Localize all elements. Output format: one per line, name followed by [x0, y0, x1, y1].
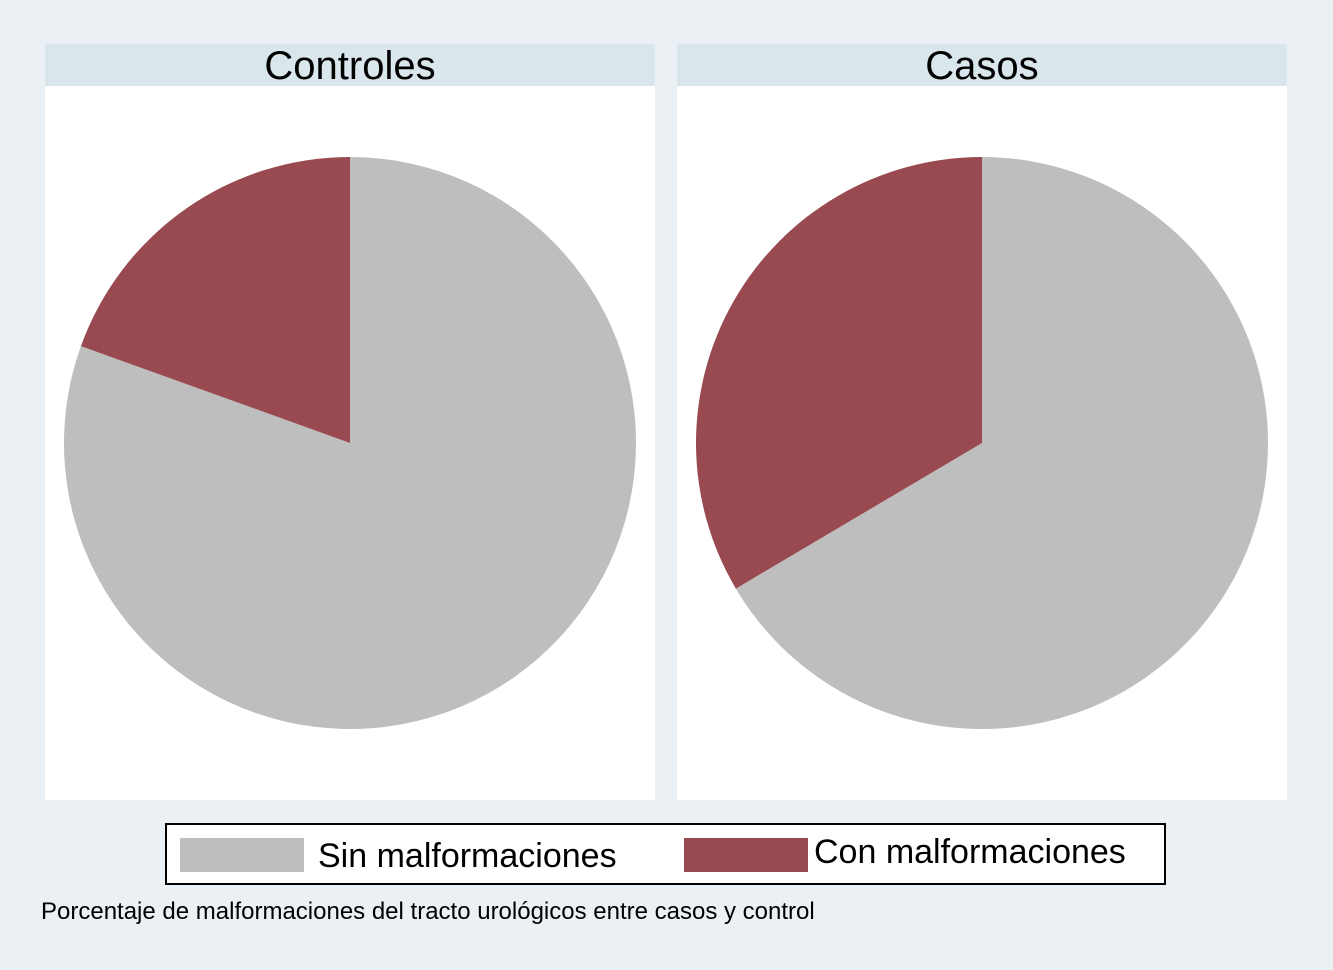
pie-panel-casos: Casos [677, 44, 1287, 800]
legend-label: Sin malformaciones [318, 837, 617, 875]
legend-swatch [180, 838, 304, 872]
legend-label: Con malformaciones [814, 833, 1126, 871]
pie-slice-con-malformaciones [80, 156, 350, 443]
pie-chart-casos [695, 157, 1268, 729]
figure-note: Porcentaje de malformaciones del tracto … [41, 898, 815, 925]
pie-panel-controles: Controles [45, 44, 655, 800]
pie-chart-controles [64, 156, 637, 729]
legend-swatch [684, 838, 808, 872]
pie-slice-con-malformaciones [695, 157, 982, 589]
panel-title: Controles [45, 44, 655, 88]
pie-slice-sin-malformaciones [64, 157, 637, 729]
pie-slice-sin-malformaciones [735, 157, 1268, 729]
legend: Sin malformaciones Con malformaciones [165, 823, 1166, 885]
panel-title: Casos [677, 44, 1287, 88]
